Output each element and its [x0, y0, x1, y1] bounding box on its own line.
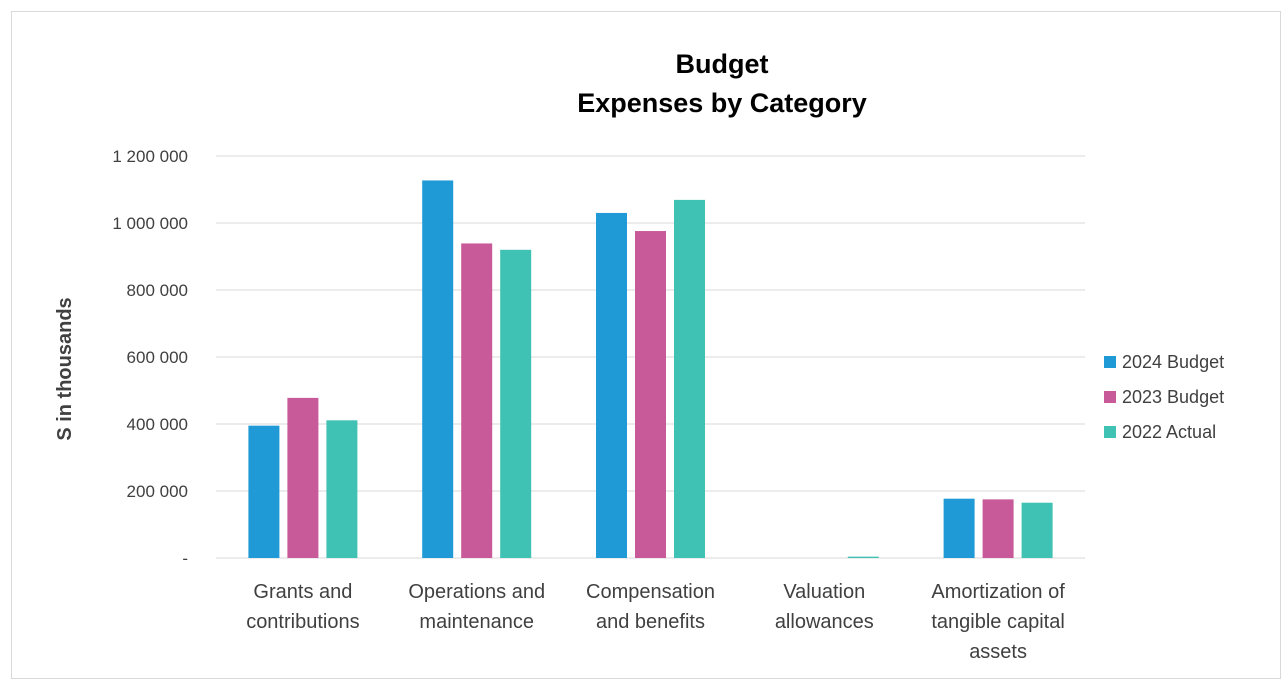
y-tick-label: -: [182, 549, 188, 568]
bar-2022-actual: [500, 249, 532, 559]
legend-label: 2024 Budget: [1122, 352, 1224, 372]
x-axis-ticks: Grants and contributions Operations and mai…: [246, 581, 1065, 663]
y-tick-label: 600 000: [127, 348, 188, 367]
x-tick-label-line: and benefits: [596, 611, 705, 633]
bar-2024-budget: [422, 180, 454, 558]
bar-2022-actual: [674, 199, 705, 558]
bar-2023-budget: [635, 231, 666, 559]
x-tick-label: Grants and contributions: [246, 581, 359, 633]
y-tick-label: 400 000: [127, 415, 188, 434]
y-tick-label: 800 000: [127, 281, 188, 300]
legend: 2024 Budget 2023 Budget 2022 Actual: [1104, 352, 1224, 442]
chart-title-line-2: Expenses by Category: [577, 88, 867, 118]
legend-label: 2023 Budget: [1122, 387, 1224, 407]
legend-swatch: [1104, 426, 1116, 438]
x-tick-label-line: contributions: [246, 611, 359, 633]
x-tick-label-line: Amortization of: [931, 581, 1065, 603]
bars: [248, 180, 1053, 559]
x-tick-label-line: Compensation: [586, 581, 715, 603]
y-tick-label: 1 200 000: [112, 147, 188, 166]
legend-swatch: [1104, 391, 1116, 403]
x-tick-label-line: tangible capital: [931, 611, 1064, 633]
bar-2024-budget: [596, 212, 627, 558]
bar-2023-budget: [287, 397, 319, 558]
y-axis-ticks: - 200 000 400 000 600 000 800 000 1 000 000 1 …: [112, 147, 188, 568]
x-tick-label-line: Valuation: [783, 581, 865, 603]
x-tick-label-line: Grants and: [253, 581, 352, 603]
bar-2022-actual: [326, 420, 358, 558]
bar-chart: Budget Expenses by Category S in thousan…: [54, 49, 1224, 663]
y-axis-label: S in thousands: [54, 297, 76, 440]
legend-label: 2022 Actual: [1122, 422, 1216, 442]
bar-2023-budget: [461, 243, 493, 558]
x-tick-label-line: Operations and: [408, 581, 545, 603]
x-tick-label: Amortization of tangible capital assets: [931, 581, 1065, 663]
chart-title-line-1: Budget: [676, 49, 769, 79]
y-tick-label: 200 000: [127, 482, 188, 501]
x-tick-label-line: allowances: [775, 611, 874, 633]
x-tick-label-line: maintenance: [419, 611, 534, 633]
y-tick-label: 1 000 000: [112, 214, 188, 233]
bar-2022-actual: [1021, 502, 1053, 558]
legend-swatch: [1104, 356, 1116, 368]
bar-2022-actual: [847, 556, 879, 558]
bar-2024-budget: [943, 498, 975, 558]
bar-2023-budget: [982, 499, 1014, 558]
x-tick-label: Compensation and benefits: [586, 581, 715, 633]
x-tick-label: Operations and maintenance: [408, 581, 545, 633]
bar-2024-budget: [248, 425, 280, 558]
x-tick-label: Valuation allowances: [775, 581, 874, 633]
chart-frame: Budget Expenses by Category S in thousan…: [11, 11, 1281, 679]
x-tick-label-line: assets: [969, 641, 1027, 663]
